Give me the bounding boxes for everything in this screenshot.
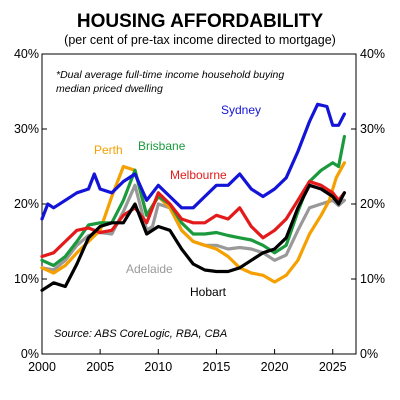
series-labels: Adelaide Perth Brisbane Melbourne Sydney Hoba… [94, 103, 261, 299]
y-tick-label-left: 40% [14, 47, 39, 61]
series-label-background [124, 262, 176, 276]
x-tick-label: 2015 [203, 360, 231, 374]
chart-title: HOUSING AFFORDABILITY [77, 11, 324, 32]
y-tick-label-left: 20% [14, 197, 39, 211]
series-line-melbourne [40, 179, 346, 259]
y-tick-label-left: 10% [14, 272, 39, 286]
y-tick-label-left: 30% [14, 122, 39, 136]
x-tick-label: 2010 [144, 360, 172, 374]
y-tick-label-right: 30% [360, 122, 385, 136]
x-tick-label: 2020 [261, 360, 289, 374]
y-tick-label-right: 20% [360, 197, 385, 211]
chart-subtitle: (per cent of pre-tax income directed to … [64, 33, 336, 47]
y-axis-left: 0% 10% 20% 30% 40% [14, 47, 47, 361]
y-tick-label-right: 40% [360, 47, 385, 61]
x-tick-label: 2000 [28, 360, 56, 374]
chart-source: Source: ABS CoreLogic, RBA, CBA [54, 328, 227, 340]
series-line-hobart [40, 183, 346, 292]
y-axis-right: 0% 10% 20% 30% 40% [351, 47, 385, 361]
series-label-adelaide: Adelaide [126, 262, 173, 276]
y-tick-label-left: 0% [21, 347, 39, 361]
series-label-sydney: Sydney [221, 103, 261, 117]
x-tick-label: 2025 [319, 360, 347, 374]
series-label-brisbane: Brisbane [138, 139, 186, 153]
x-axis: 2000 2005 2010 2015 2020 2025 [28, 349, 347, 374]
series-label-hobart: Hobart [190, 285, 227, 299]
y-tick-label-right: 0% [360, 347, 378, 361]
chart-note-line-2: median priced dwelling [56, 83, 163, 95]
chart-note-line-1: *Dual average full-time income household… [56, 69, 284, 81]
series-line-sydney [40, 102, 346, 221]
series-label-melbourne: Melbourne [170, 168, 227, 182]
series-lines [40, 102, 346, 292]
y-tick-label-right: 10% [360, 272, 385, 286]
series-label-perth: Perth [94, 143, 123, 157]
x-tick-label: 2005 [86, 360, 114, 374]
series-line-perth [40, 161, 346, 284]
